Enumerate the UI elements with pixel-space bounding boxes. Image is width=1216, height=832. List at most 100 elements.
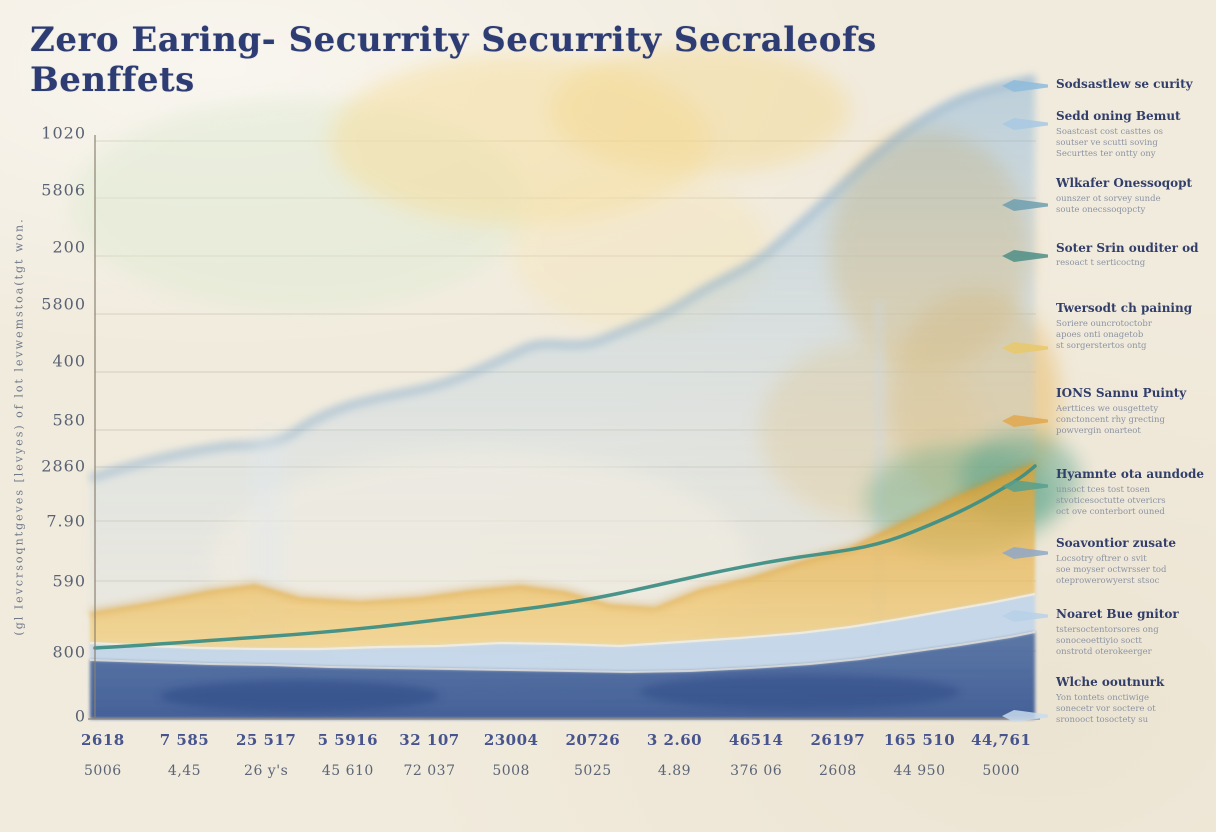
- legend-entry-line: soutser ve scutti soving: [1056, 137, 1158, 148]
- y-tick-label: 5800: [41, 294, 86, 314]
- x-tick-label: 45 610: [321, 763, 374, 779]
- light-blue-band: [90, 594, 1035, 672]
- legend-column: Sodsastlew se curity Sedd oning Bemut So…: [1002, 77, 1210, 726]
- legend-entry: Wlche ooutnurk Yon tontets onctiwige son…: [1002, 675, 1210, 726]
- legend-entry-line: onstrotd oterokeerger: [1056, 647, 1152, 658]
- x-axis-row2: 5006 4,45 26 y's 45 610 72 037 5008 5025…: [62, 763, 1042, 779]
- vertical-streak: [874, 300, 884, 640]
- y-axis-rotated-label: (gl Ievcrsoqntgeves [levyes) of lot levw…: [12, 217, 26, 636]
- legend-entry-line: oteprowerowyerst stsoc: [1056, 576, 1160, 587]
- legend-entry-heading: Sedd oning Bemut: [1056, 108, 1181, 123]
- legend-entry-line: sonoceoettiyio soctt: [1056, 636, 1142, 647]
- legend-entry-line: Locsotry oftrer o svit: [1056, 554, 1147, 565]
- legend-entry-heading: Sodsastlew se curity: [1056, 77, 1193, 91]
- legend-entry-line: Aerttices we ousgettety: [1056, 404, 1159, 415]
- y-tick-label: 1020: [41, 123, 86, 143]
- legend-entry-line: conctoncent rhy grecting: [1056, 415, 1165, 426]
- legend-entry-line: Soriere ouncrotoctobr: [1056, 319, 1152, 330]
- legend-entry-line: soute onecssoqopcty: [1056, 204, 1146, 215]
- axes: [88, 135, 1040, 720]
- x-tick-label: 44,761: [970, 731, 1032, 749]
- x-tick-label: 26 y's: [244, 763, 289, 779]
- legend-entry: Soter Srin ouditer od resoact t serticoc…: [1002, 240, 1210, 270]
- legend-entry: Wlkafer Onessoqopt ounszer ot sorvey sun…: [1002, 175, 1210, 216]
- legend-entry-line: tstersoctentorsores ong: [1056, 625, 1159, 636]
- legend-arrow-shape: [1002, 415, 1048, 428]
- x-tick-label: 5008: [492, 763, 530, 779]
- legend-arrow-shape: [1002, 480, 1048, 493]
- legend-entry-line: oct ove conterbort ouned: [1056, 507, 1165, 518]
- x-tick-label: 5000: [982, 763, 1020, 779]
- y-tick-label: 800: [52, 642, 86, 662]
- y-tick-label: 580: [52, 410, 86, 430]
- y-tick-label: 590: [52, 571, 86, 591]
- x-tick-label: 5025: [574, 763, 612, 779]
- y-tick-label: 400: [52, 351, 86, 371]
- legend-entry-line: unsoct tces tost tosen: [1056, 485, 1150, 496]
- legend-entry-line: resoact t serticoctng: [1056, 258, 1146, 269]
- x-tick-label: 5006: [84, 763, 122, 779]
- navy-band-shade: [640, 674, 960, 710]
- legend-arrow-shape: [1002, 342, 1048, 355]
- legend-entry-line: powvergin onarteot: [1056, 426, 1141, 437]
- band-separator: [89, 631, 1036, 674]
- orange-band: [90, 463, 1035, 649]
- orange-band-edge: [89, 460, 1036, 615]
- legend-entry-heading: IONS Sannu Puinty: [1056, 386, 1187, 401]
- legend-arrow-icon: [1002, 249, 1048, 262]
- legend-entry: IONS Sannu Puinty Aerttices we ousgettet…: [1002, 386, 1210, 437]
- legend-entry-line: soe moyser octwrsser tod: [1056, 565, 1167, 576]
- x-tick-label: 5 5916: [317, 731, 379, 749]
- teal-line: [93, 464, 1037, 650]
- x-tick-label: 2608: [819, 763, 857, 779]
- x-tick-label: 376 06: [730, 763, 783, 779]
- legend-entry: Twersodt ch paining Soriere ouncrotoctob…: [1002, 301, 1210, 355]
- x-tick-label: 26197: [810, 731, 866, 749]
- legend-entry-heading: Wlkafer Onessoqopt: [1056, 175, 1193, 190]
- x-tick-label: 165 510: [883, 731, 956, 749]
- legend-arrow-icon: [1002, 547, 1048, 560]
- legend-entry-heading: Twersodt ch paining: [1056, 301, 1193, 316]
- y-tick-label: 5806: [41, 180, 86, 200]
- legend-entry: Hyamnte ota aundode unsoct tces tost tos…: [1002, 468, 1210, 518]
- x-tick-label: 72 037: [403, 763, 456, 779]
- legend-entry-heading: Noaret Bue gnitor: [1056, 607, 1179, 622]
- y-tick-label: 2860: [41, 456, 86, 476]
- legend-arrow-icon: [1002, 80, 1048, 92]
- legend-entry-heading: Soter Srin ouditer od: [1056, 240, 1199, 255]
- legend-arrow-icon: [1002, 342, 1048, 355]
- legend-entry-heading: Wlche ooutnurk: [1056, 675, 1165, 690]
- legend-arrow-icon: [1002, 117, 1048, 130]
- yellow-wash: [550, 45, 850, 175]
- legend-entry-line: st sorgerstertos ontg: [1056, 341, 1147, 352]
- x-tick-label: 7 585: [159, 731, 210, 749]
- legend-entry-line: sonecetr vor soctere ot: [1056, 704, 1156, 714]
- legend-entry-line: sronooct tosoctety su: [1056, 715, 1149, 726]
- legend-entry-heading: Soavontior zusate: [1056, 536, 1176, 551]
- x-tick-label: 3 2.60: [646, 731, 703, 749]
- legend-arrow-shape: [1002, 710, 1048, 723]
- band-separator: [89, 592, 1036, 651]
- legend-arrow-shape: [1002, 80, 1048, 92]
- x-tick-label: 2618: [80, 731, 125, 749]
- legend-arrow-icon: [1002, 610, 1048, 623]
- legend-arrow-shape: [1002, 547, 1048, 560]
- legend-arrow-shape: [1002, 117, 1048, 130]
- navy-band-shade: [160, 680, 440, 712]
- legend-entry: Sodsastlew se curity: [1002, 77, 1210, 92]
- page-title: Zero Earing- Securrity Securrity Secrale…: [30, 20, 877, 100]
- legend-entry: Sedd oning Bemut Soastcast cost casttes …: [1002, 108, 1210, 160]
- legend-entry: Noaret Bue gnitor tstersoctentorsores on…: [1002, 607, 1210, 658]
- x-tick-label: 25 517: [235, 731, 297, 749]
- y-tick-label: 0: [74, 706, 86, 726]
- x-tick-label: 20726: [565, 731, 621, 749]
- x-tick-label: 32 107: [399, 731, 460, 749]
- y-tick-label: 200: [52, 237, 86, 257]
- legend-entry-line: Securttes ter ontty ony: [1056, 148, 1156, 159]
- legend-arrow-shape: [1002, 610, 1048, 623]
- x-tick-label: 4,45: [167, 763, 202, 779]
- x-axis-row1: 2618 7 585 25 517 5 5916 32 107 23004 20…: [62, 731, 1042, 749]
- x-tick-label: 23004: [483, 731, 539, 749]
- legend-entry-line: Soastcast cost casttes os: [1056, 126, 1164, 137]
